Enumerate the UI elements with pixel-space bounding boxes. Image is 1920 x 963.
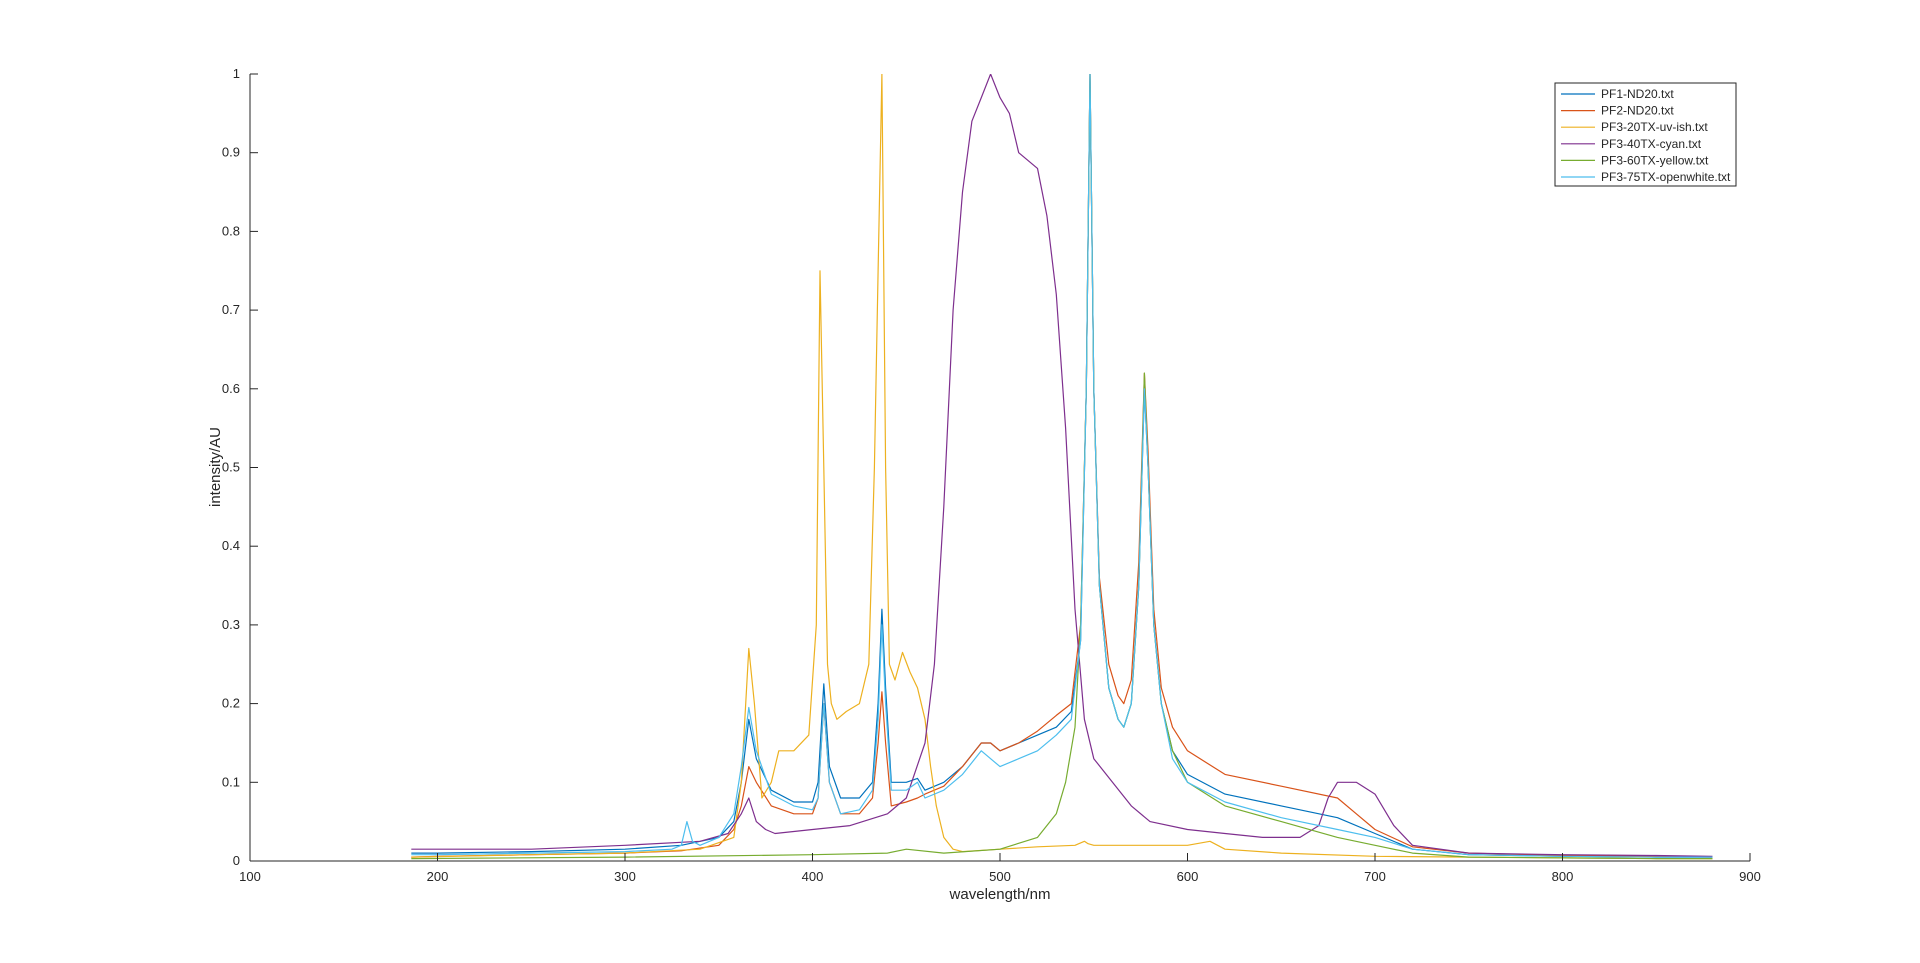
- legend-entry: PF3-40TX-cyan.txt: [1601, 137, 1702, 151]
- y-tick-label: 0.6: [222, 381, 240, 396]
- series-line-4: [411, 74, 1713, 857]
- legend-entry: PF3-20TX-uv-ish.txt: [1601, 120, 1708, 134]
- y-tick-label: 0.3: [222, 617, 240, 632]
- legend-entry: PF3-60TX-yellow.txt: [1601, 153, 1709, 167]
- x-tick-label: 800: [1552, 869, 1574, 884]
- x-tick-label: 900: [1739, 869, 1761, 884]
- legend-entry: PF1-ND20.txt: [1601, 87, 1674, 101]
- y-tick-label: 0.5: [222, 460, 240, 475]
- series-layer: [411, 74, 1713, 860]
- series-line-6: [411, 74, 1713, 858]
- x-tick-label: 400: [802, 869, 824, 884]
- x-axis-label: wavelength/nm: [949, 886, 1051, 903]
- y-tick-label: 0.7: [222, 302, 240, 317]
- y-tick-label: 0.8: [222, 223, 240, 238]
- y-ticks: 0 0.1 0.2 0.3 0.4 0.5 0.6 0.7 0.8 0.9 1: [222, 66, 258, 868]
- series-line-2: [411, 74, 1713, 858]
- y-tick-label: 1: [233, 66, 240, 81]
- x-tick-label: 700: [1364, 869, 1386, 884]
- x-tick-label: 600: [1177, 869, 1199, 884]
- x-tick-label: 500: [989, 869, 1011, 884]
- x-tick-label: 200: [427, 869, 449, 884]
- legend-box: [1554, 82, 1737, 187]
- x-tick-label: 100: [239, 869, 261, 884]
- x-tick-label: 300: [614, 869, 636, 884]
- x-ticks: 100 200 300 400 500 600 700 800 900: [239, 853, 1761, 884]
- legend-entry: PF2-ND20.txt: [1601, 104, 1674, 118]
- y-tick-label: 0.4: [222, 538, 240, 553]
- y-tick-label: 0.2: [222, 696, 240, 711]
- y-tick-label: 0: [233, 853, 240, 868]
- y-tick-label: 0.1: [222, 774, 240, 789]
- y-tick-label: 0.9: [222, 145, 240, 160]
- y-axis-label: intensity/AU: [207, 427, 224, 507]
- legend: PF1-ND20.txt PF2-ND20.txt PF3-20TX-uv-ish.…: [1554, 82, 1737, 187]
- legend-entry: PF3-75TX-openwhite.txt: [1601, 170, 1731, 184]
- series-line-3: [411, 74, 1713, 860]
